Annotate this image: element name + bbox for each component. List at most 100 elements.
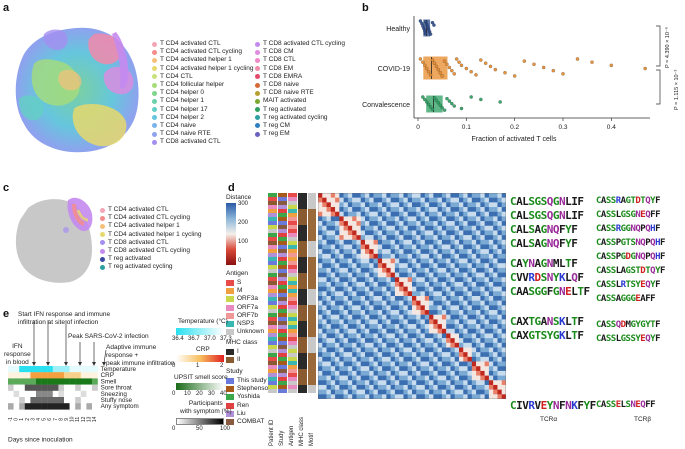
heatmap-cell (335, 300, 340, 306)
patient-cell (268, 213, 277, 218)
heatmap-cell (437, 324, 443, 329)
heatmap-cell (335, 267, 340, 273)
patient-cell (268, 217, 277, 222)
heatmap-cell (420, 225, 426, 231)
study-cell (278, 389, 287, 393)
heatmap-cell (394, 286, 400, 292)
motif-cell (308, 329, 316, 334)
heatmap-cell (467, 319, 473, 325)
timeline-annotation-4: IFN response in blood (4, 343, 31, 366)
heatmap-cell (394, 211, 400, 217)
heatmap-cell (326, 328, 332, 334)
heatmap-cell (424, 384, 430, 390)
symptom-cell (30, 372, 37, 379)
heatmap-cell (347, 380, 353, 386)
heatmap-cell (429, 375, 434, 381)
heatmap-cell (493, 333, 498, 339)
study-cell (278, 217, 287, 222)
patient-cell (268, 277, 277, 282)
symptom-cell (58, 403, 65, 410)
heatmap-cell (446, 244, 451, 250)
heatmap-cell (386, 239, 391, 245)
antigen-cell (288, 297, 297, 302)
heatmap-cell (441, 267, 447, 273)
legend-c-label: T reg activated cycling (108, 263, 173, 271)
heatmap-cell (322, 244, 327, 250)
heatmap-cell (488, 314, 494, 320)
heatmap-cell (347, 384, 353, 390)
heatmap-cell (326, 394, 332, 399)
heatmap-cell (399, 347, 404, 353)
heatmap-cell (399, 230, 404, 236)
symptom-cell (13, 378, 20, 385)
symptom-cell (92, 390, 98, 398)
heatmap-cell (365, 324, 370, 329)
heatmap-cell (429, 197, 434, 203)
heatmap-cell (399, 253, 404, 259)
heatmap-cell (450, 342, 455, 348)
heatmap-cell (484, 197, 490, 203)
heatmap-cell (480, 216, 485, 222)
heatmap-cell (437, 235, 443, 241)
heatmap-cell (377, 225, 383, 231)
legend-a-swatch (255, 41, 260, 47)
heatmap-cell (330, 375, 336, 381)
heatmap-cell (488, 305, 494, 311)
heatmap-cell (322, 277, 327, 283)
patient-cell (268, 377, 277, 382)
heatmap-cell (360, 230, 366, 236)
heatmap-cell (339, 258, 344, 264)
distance-tick: 300 (238, 201, 249, 207)
heatmap-cell (424, 221, 430, 226)
study-cell (278, 237, 287, 242)
mhc-cell (298, 385, 307, 390)
heatmap-cell (326, 342, 332, 348)
heatmap-cell (318, 230, 323, 236)
antigen-legend-item: M (226, 287, 264, 295)
antigen-legend-title: Antigen (226, 270, 249, 277)
heatmap-cell (335, 286, 340, 292)
heatmap-cell (330, 244, 336, 250)
heatmap-cell (386, 361, 391, 367)
heatmap-cell (365, 225, 370, 231)
patient-cell (268, 225, 277, 230)
heatmap-cell (416, 347, 421, 353)
study-cell (278, 273, 287, 278)
patient-cell (268, 365, 277, 370)
heatmap-cell (322, 356, 327, 362)
heatmap-cell (420, 356, 426, 362)
motif-cell (308, 377, 316, 382)
heatmap-cell (480, 333, 485, 339)
heatmap-cell (441, 310, 447, 315)
antigen-legend-label: ORF7b (237, 311, 258, 319)
symptom-cell (8, 366, 14, 373)
heatmap-cell (433, 267, 438, 273)
heatmap-cell (497, 272, 502, 278)
data-point (450, 101, 454, 106)
patient-cell (268, 381, 277, 386)
heatmap-cell (424, 296, 430, 301)
heatmap-cell (416, 324, 421, 329)
legend-c-swatch (100, 256, 105, 262)
day-tick-label: 9 (64, 418, 70, 421)
heatmap-cell (352, 291, 357, 297)
heatmap-cell (450, 221, 455, 226)
legend-a-label: T CD4 activated helper 1 (160, 56, 232, 64)
heatmap-cell (407, 202, 413, 208)
heatmap-cell (330, 235, 336, 241)
heatmap-cell (394, 366, 400, 372)
heatmap-cell (446, 281, 451, 287)
heatmap-cell (390, 384, 396, 390)
heatmap-cell (429, 207, 434, 212)
heatmap-cell (424, 300, 430, 306)
heatmap-cell (471, 221, 477, 226)
heatmap-cell (339, 370, 344, 376)
heatmap-cell (369, 370, 374, 376)
heatmap-cell (394, 305, 400, 311)
heatmap-cell (471, 291, 477, 297)
temperature-colorbar (176, 328, 224, 335)
heatmap-cell (463, 202, 468, 208)
heatmap-cell (459, 356, 464, 362)
heatmap-cell (437, 230, 443, 236)
heatmap-cell (450, 216, 455, 222)
